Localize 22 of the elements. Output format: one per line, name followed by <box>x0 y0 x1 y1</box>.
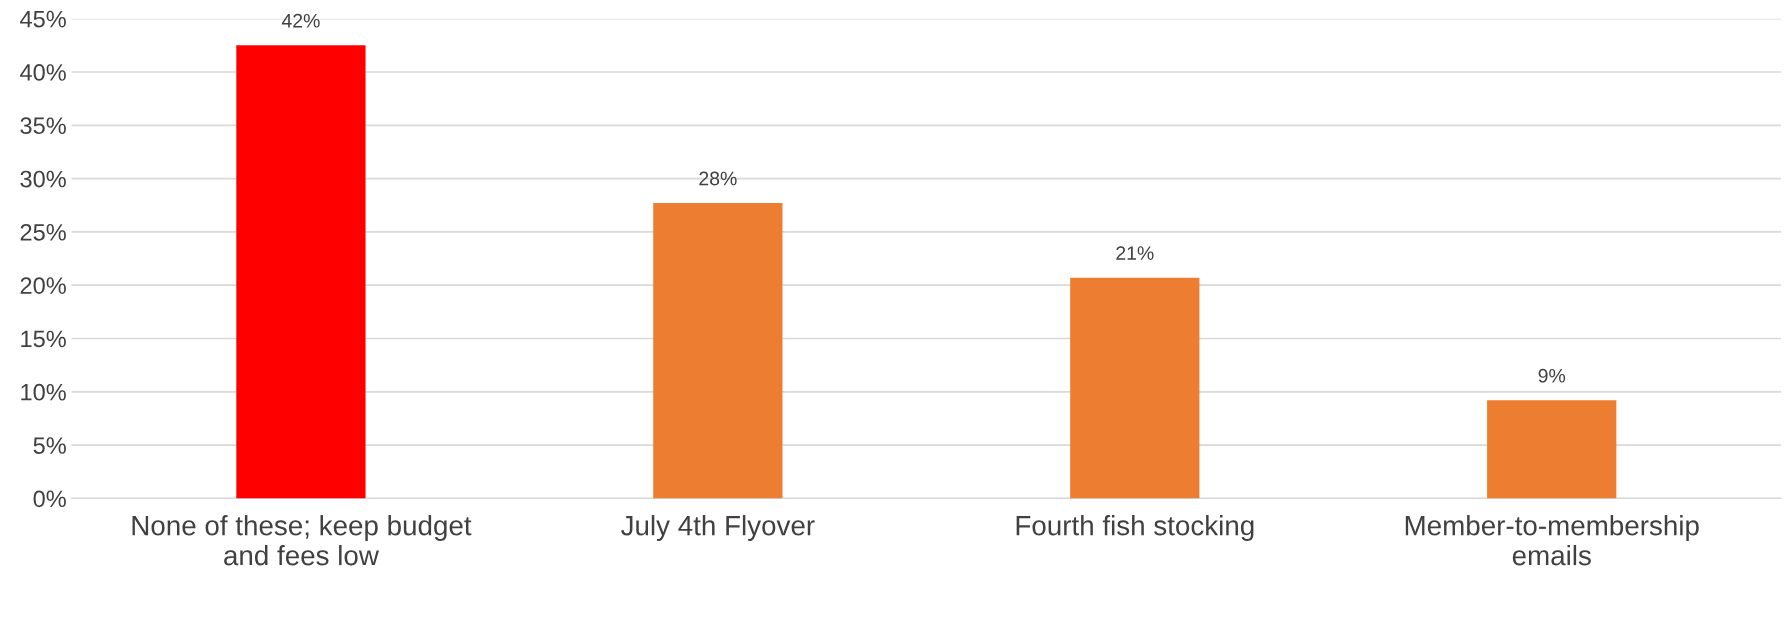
bar <box>236 45 366 499</box>
y-tick-label: 5% <box>33 437 66 454</box>
bar <box>653 203 783 499</box>
data-label: 21% <box>1116 246 1154 260</box>
x-tick-label: Fourth fish stocking <box>1016 515 1254 541</box>
x-tick-label: Member-to-membership emails <box>1405 515 1699 566</box>
y-tick-label: 10% <box>21 383 66 401</box>
y-tick-label: 20% <box>20 277 66 294</box>
data-label: 9% <box>1538 368 1566 383</box>
data-label: 42% <box>281 13 320 28</box>
y-tick-label: 45% <box>20 10 66 28</box>
x-tick-label: None of these; keep budget and fees low <box>132 515 472 566</box>
y-tick-label: 15% <box>21 330 66 348</box>
data-label: 28% <box>699 171 737 186</box>
y-tick-label: 35% <box>20 117 66 135</box>
bar <box>1070 277 1200 499</box>
y-tick-label: 25% <box>20 223 66 241</box>
y-tick-label: 30% <box>20 170 66 188</box>
x-tick-label: July 4th Flyover <box>621 515 815 541</box>
y-tick-label: 0% <box>33 490 66 508</box>
bar <box>1487 400 1617 499</box>
y-tick-label: 40% <box>20 64 66 81</box>
